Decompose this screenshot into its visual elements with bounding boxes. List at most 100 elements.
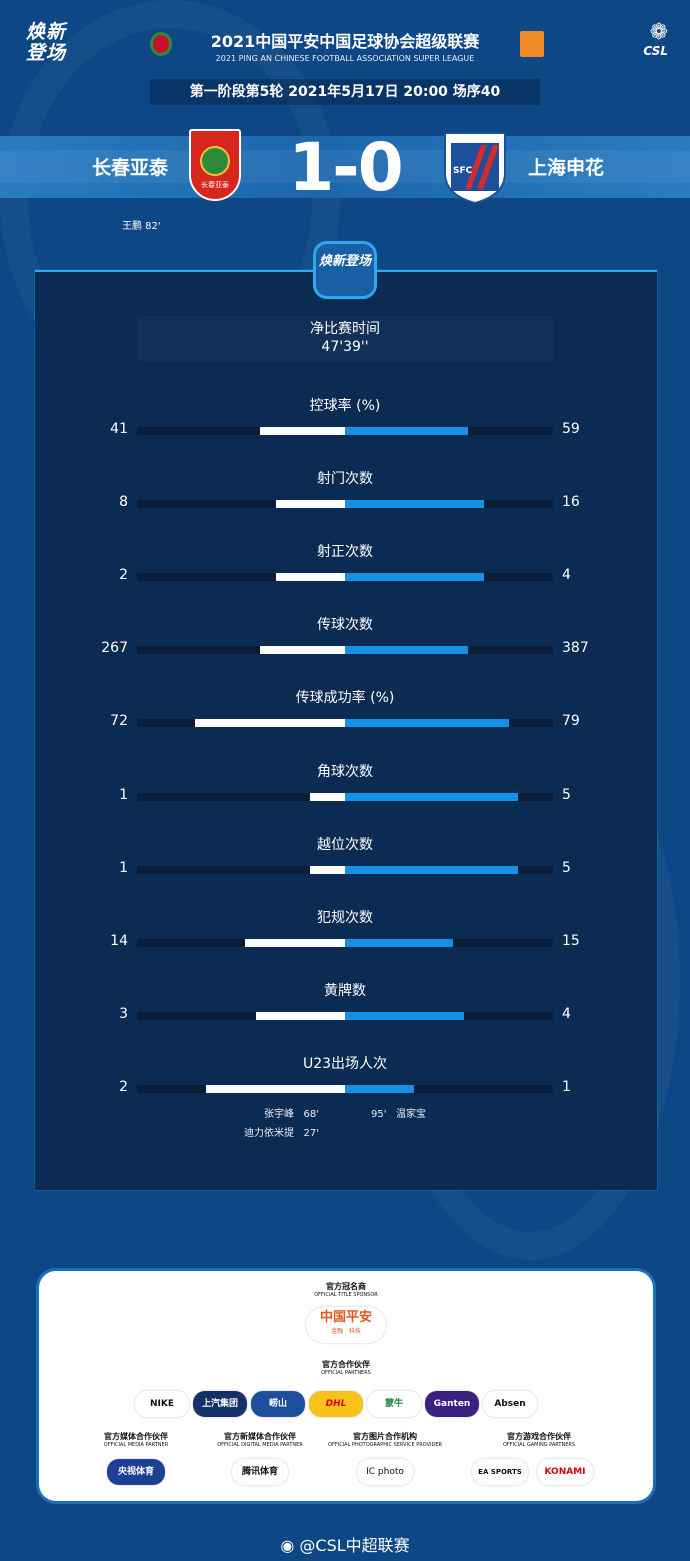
stat-bar (137, 719, 553, 728)
home-stat-fill (259, 427, 345, 435)
away-stat-fill (345, 427, 468, 435)
stat-row: U23出场人次 2 1 (100, 1053, 590, 1113)
digital-media-heading: 官方新媒体合作伙伴 OFFICIAL DIGITAL MEDIA PARTNER (217, 1432, 303, 1448)
away-stat-fill (345, 719, 510, 728)
away-stat-fill (345, 865, 518, 874)
net-time-label: 净比赛时间 (310, 321, 380, 337)
stat-label: 控球率 (%) (309, 398, 381, 414)
away-stat-value: 59 (562, 421, 580, 437)
away-stat-fill (345, 646, 468, 655)
title-sponsor-heading: 官方冠名商 OFFICIAL TITLE SPONSOR (314, 1282, 378, 1298)
partner-laoshan[interactable]: 崂山 (251, 1391, 305, 1417)
u23-away-player: 95' 温家宝 (371, 1109, 427, 1120)
partner-absen[interactable]: Absen (483, 1391, 537, 1417)
partner-nike[interactable]: NIKE (135, 1391, 189, 1417)
home-stat-fill (276, 573, 345, 582)
stat-bar (137, 938, 553, 947)
away-stat-value: 79 (562, 713, 580, 730)
partner-konami[interactable]: KONAMI (537, 1459, 593, 1485)
weibo-handle[interactable]: ◉ @CSL中超联赛 (280, 1536, 410, 1555)
home-stat-value: 72 (110, 713, 128, 730)
away-stat-value: 4 (562, 1005, 571, 1022)
stat-label: 传球成功率 (%) (295, 690, 395, 707)
panel-badge: 焕新登场 (313, 241, 377, 299)
stat-label: 黄牌数 (324, 982, 366, 999)
stat-bar (137, 1084, 553, 1093)
stat-row: 越位次数 1 5 (100, 834, 590, 894)
home-stat-fill (276, 500, 345, 509)
sponsor-card: 官方冠名商 OFFICIAL TITLE SPONSOR 中国平安 金融 · 科技 … (36, 1268, 656, 1504)
away-stat-fill (345, 573, 485, 582)
home-stat-fill (195, 719, 345, 728)
partner-cctv-sports[interactable]: 央视体育 (107, 1459, 165, 1485)
league-title-cn: 2021中国平安中国足球协会超级联赛 (210, 32, 480, 51)
away-stat-fill (345, 792, 518, 801)
stat-label: 犯规次数 (317, 909, 373, 926)
home-team-crest-icon: 长春亚泰 (189, 129, 241, 201)
away-stat-fill (345, 938, 454, 947)
stat-row: 控球率 (%) 41 59 (100, 395, 590, 455)
stat-row: 黄牌数 3 4 (100, 980, 590, 1040)
home-stat-value: 8 (119, 494, 128, 511)
home-stat-fill (245, 938, 345, 947)
partners-heading: 官方合作伙伴 OFFICIAL PARTNERS (321, 1360, 371, 1376)
home-stat-fill (309, 792, 345, 801)
away-stat-value: 15 (562, 932, 580, 949)
stat-label: U23出场人次 (302, 1055, 388, 1072)
home-team-name: 长春亚泰 (92, 157, 169, 179)
stat-label: 射正次数 (317, 544, 373, 561)
u23-home-player: 张宇峰 68' (264, 1109, 320, 1120)
home-stat-value: 267 (101, 640, 128, 657)
gaming-partner-heading: 官方游戏合作伙伴 OFFICIAL GAMING PARTNERS (502, 1432, 576, 1448)
weibo-icon: ◉ (280, 1536, 300, 1555)
stats-panel (35, 270, 657, 1190)
photo-partner-heading: 官方图片合作机构 OFFICIAL PHOTOGRAPHIC SERVICE PR… (328, 1432, 442, 1448)
sponsor-ping-an[interactable]: 中国平安 金融 · 科技 (306, 1307, 386, 1343)
partner-saic[interactable]: 上汽集团 (193, 1391, 247, 1417)
stat-row: 传球成功率 (%) 72 79 (100, 687, 590, 747)
round-info: 第一阶段第5轮 2021年5月17日 20:00 场序40 (150, 79, 540, 105)
away-stat-value: 5 (562, 859, 571, 876)
csl-logo: ❁ CSL (643, 20, 668, 59)
league-title-en: 2021 PING AN CHINESE FOOTBALL ASSOCIATIO… (215, 54, 475, 63)
home-stat-value: 2 (119, 1078, 128, 1095)
u23-home-player: 迪力依米提 27' (244, 1128, 320, 1139)
away-team-name: 上海申花 (528, 157, 605, 179)
stat-row: 传球次数 267 387 (100, 614, 590, 674)
partner-ea-sports[interactable]: EA SPORTS (472, 1459, 528, 1485)
ping-an-emblem-icon (520, 31, 544, 57)
stat-bar (137, 500, 553, 509)
stat-label: 角球次数 (317, 763, 373, 780)
partner-ic-photo[interactable]: IC photo (357, 1459, 413, 1485)
away-stat-value: 1 (562, 1078, 571, 1095)
stat-label: 越位次数 (317, 836, 373, 853)
partner-tencent-sports[interactable]: 腾讯体育 (232, 1459, 288, 1485)
stat-bar (137, 573, 553, 582)
stat-row: 角球次数 1 5 (100, 761, 590, 821)
away-stat-value: 387 (562, 640, 589, 657)
away-team-crest-icon: SFC (444, 132, 506, 204)
home-stat-fill (205, 1084, 345, 1093)
stat-bar (137, 646, 553, 655)
home-stat-fill (309, 865, 345, 874)
home-stat-fill (255, 1011, 345, 1020)
stat-label: 传球次数 (317, 617, 373, 634)
stat-bar (137, 865, 553, 874)
partner-mengniu[interactable]: 蒙牛 (367, 1391, 421, 1417)
away-stat-fill (345, 1011, 464, 1020)
away-stat-value: 4 (562, 567, 571, 584)
home-stat-fill (259, 646, 345, 655)
campaign-logo: 焕新 登场 (26, 21, 67, 64)
net-time: 净比赛时间 47'39'' (137, 316, 553, 361)
net-time-value: 47'39'' (321, 339, 369, 355)
svg-text:SFC: SFC (453, 166, 473, 176)
home-stat-value: 14 (110, 932, 128, 949)
cfa-emblem-icon (150, 32, 172, 56)
stat-bar (137, 427, 553, 435)
home-stat-value: 1 (119, 786, 128, 803)
partner-ganten[interactable]: Ganten (425, 1391, 479, 1417)
stat-row: 射正次数 2 4 (100, 541, 590, 601)
home-stat-value: 41 (110, 421, 128, 437)
partner-dhl[interactable]: DHL (309, 1391, 363, 1417)
league-title: 2021中国平安中国足球协会超级联赛 2021 PING AN CHINESE … (150, 28, 540, 63)
